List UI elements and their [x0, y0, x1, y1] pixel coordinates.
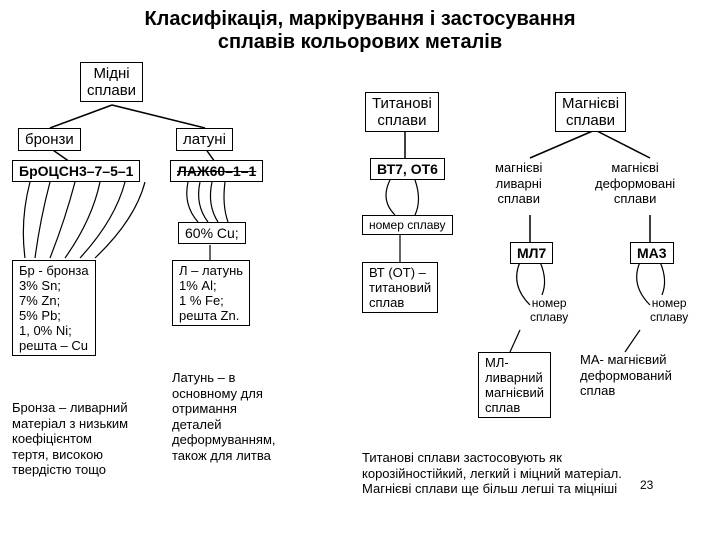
- brass-desc: Л – латунь 1% Al; 1 % Fe; решта Zn.: [172, 260, 250, 326]
- brass-code: ЛАЖ60–1–1: [170, 160, 263, 182]
- mg-cast: магнієві ливарні сплави: [495, 160, 542, 207]
- ti-desc: ВТ (ОТ) – титановий сплав: [362, 262, 438, 313]
- bronze-box: бронзи: [18, 128, 81, 151]
- mg-box: Магнієві сплави: [555, 92, 626, 132]
- num2: номер сплаву: [650, 296, 688, 325]
- title-line2: сплавів кольорових металів: [218, 31, 502, 53]
- page-number: 23: [640, 478, 653, 492]
- ml-desc: МЛ- ливарний магнієвий сплав: [478, 352, 551, 418]
- mg-def: магнієві деформовані сплави: [595, 160, 675, 207]
- bronze-code: БрОЦСН3–7–5–1: [12, 160, 140, 182]
- ti-box: Титанові сплави: [365, 92, 439, 132]
- ma3: МА3: [630, 242, 674, 264]
- brass-box: латуні: [176, 128, 233, 151]
- ti-note: Титанові сплави застосовують як корозійн…: [362, 450, 622, 497]
- cu60-box: 60% Cu;: [178, 222, 246, 244]
- ti-num: номер сплаву: [362, 215, 453, 235]
- bronze-desc: Бр - бронза 3% Sn; 7% Zn; 5% Pb; 1, 0% N…: [12, 260, 96, 356]
- ti-code: ВТ7, ОТ6: [370, 158, 445, 180]
- title-line1: Класифікація, маркірування і застосуванн…: [144, 8, 575, 30]
- num1: номер сплаву: [530, 296, 568, 325]
- brass-note: Латунь – в основному для отримання детал…: [172, 370, 276, 464]
- ml7: МЛ7: [510, 242, 553, 264]
- page-title: Класифікація, маркірування і застосуванн…: [12, 8, 708, 54]
- copper-box: Мідні сплави: [80, 62, 143, 102]
- bronze-note: Бронза – ливарний матеріал з низьким кое…: [12, 400, 128, 478]
- ma-desc: МА- магнієвий деформований сплав: [580, 352, 672, 399]
